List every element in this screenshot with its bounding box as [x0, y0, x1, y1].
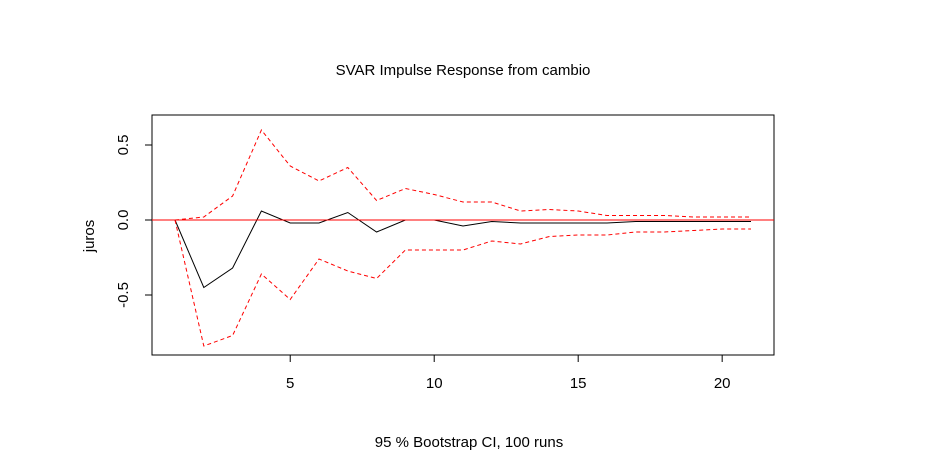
plot-layer	[152, 129, 774, 347]
x-tick-label: 5	[286, 375, 294, 392]
y-tick-label: 0.0	[115, 210, 132, 231]
axis-layer: 5 10 15 20 -0.5 0.0 0.5	[115, 135, 731, 392]
series-lower-ci-line	[174, 219, 751, 347]
plot-frame	[151, 114, 775, 356]
x-tick-label: 15	[570, 375, 587, 392]
y-tick-label: -0.5	[115, 282, 132, 308]
chart-title: SVAR Impulse Response from cambio	[336, 62, 591, 79]
y-axis-label: juros	[81, 220, 98, 254]
x-tick-label: 20	[714, 375, 731, 392]
y-tick-label: 0.5	[115, 135, 132, 156]
series-response-line	[174, 210, 751, 289]
x-axis-label: 95 % Bootstrap CI, 100 runs	[375, 434, 563, 451]
x-tick-label: 10	[426, 375, 443, 392]
series-upper-ci-line	[174, 129, 751, 221]
